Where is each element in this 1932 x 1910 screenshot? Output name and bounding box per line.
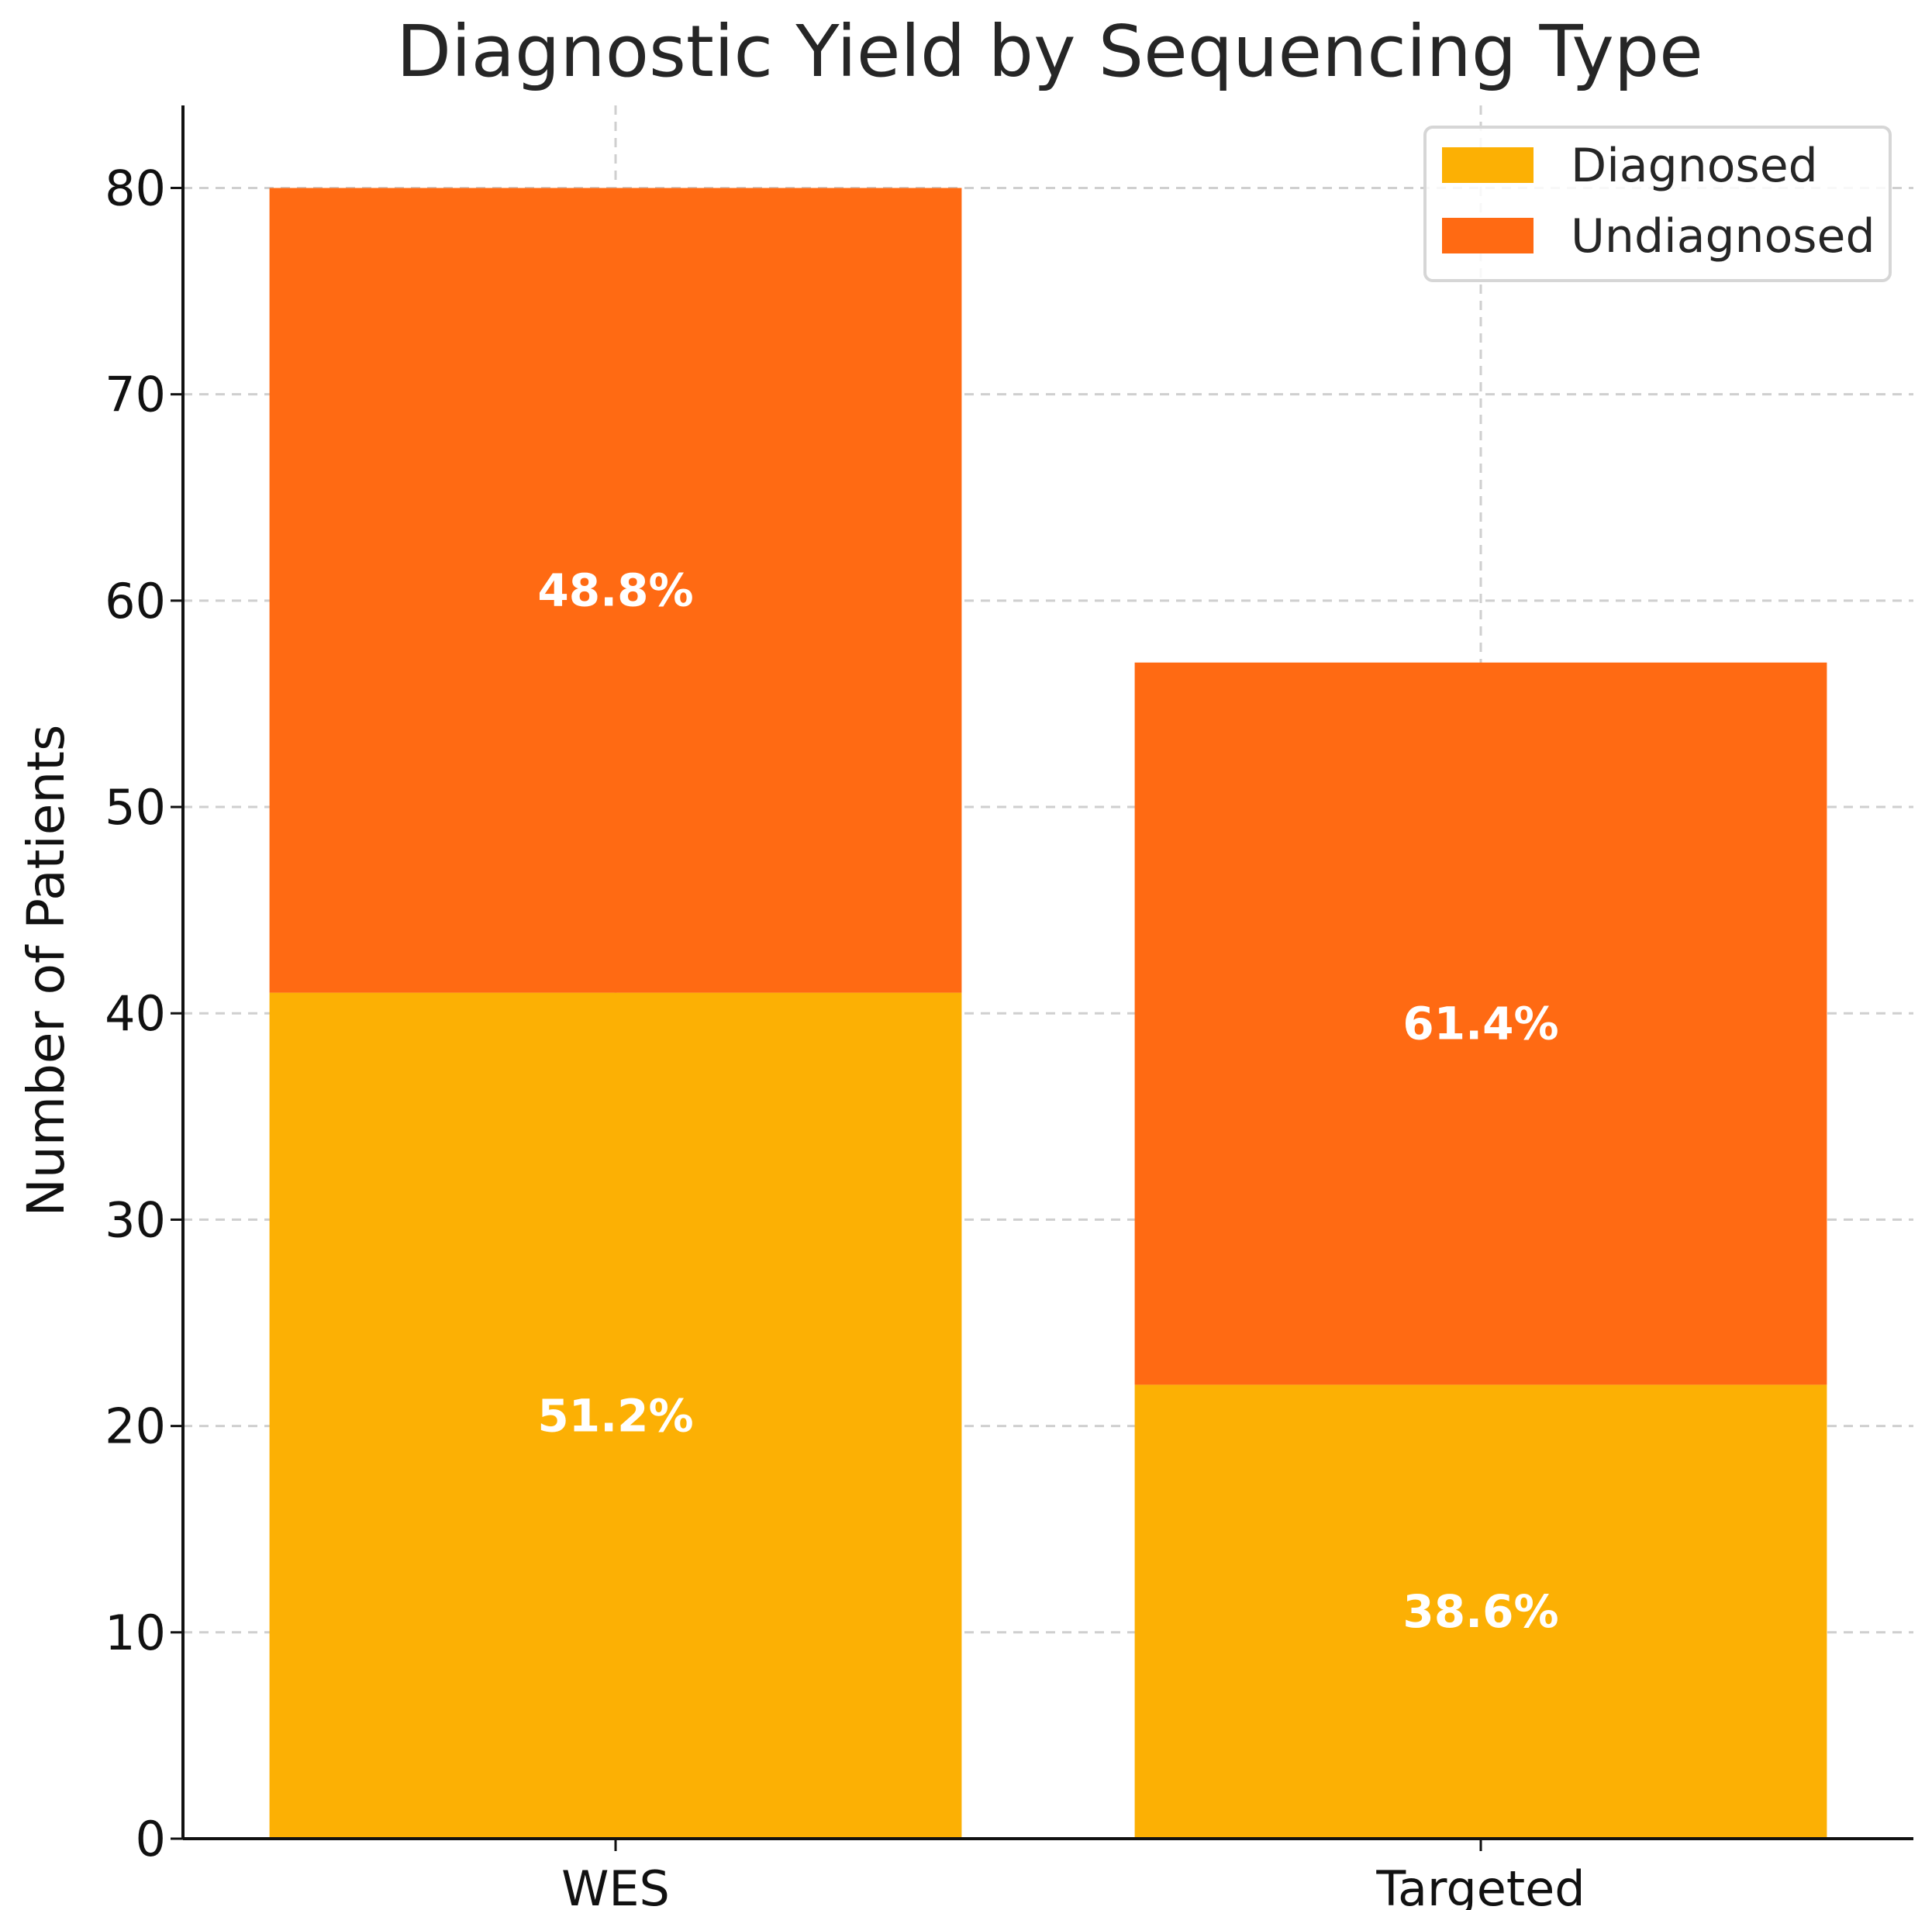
legend: Diagnosed Undiagnosed: [1423, 126, 1892, 282]
bar-undiagnosed-wes: [269, 188, 962, 993]
x-tick-label: Targeted: [1375, 1860, 1585, 1910]
data-labels: 51.2% 48.8% 38.6% 61.4%: [537, 564, 1558, 1639]
legend-swatch: [1442, 147, 1534, 183]
y-tick-label: 10: [105, 1605, 166, 1661]
bar-diagnosed-targeted: [1134, 1384, 1827, 1839]
axes: 0 10 20 30 40 50 60 70 80 WES Targeted: [105, 105, 1913, 1910]
bars: [269, 188, 1827, 1839]
bar-diagnosed-wes: [269, 992, 962, 1839]
data-label: 48.8%: [537, 564, 693, 617]
y-tick-label: 20: [105, 1398, 166, 1455]
legend-label: Diagnosed: [1571, 139, 1818, 193]
legend-label: Undiagnosed: [1571, 209, 1875, 264]
bar-undiagnosed-targeted: [1134, 662, 1827, 1385]
y-tick-label: 60: [105, 573, 166, 629]
data-label: 51.2%: [537, 1389, 693, 1442]
x-tick-label: WES: [561, 1860, 670, 1910]
data-label: 61.4%: [1402, 998, 1558, 1050]
y-tick-label: 70: [105, 367, 166, 423]
data-label: 38.6%: [1402, 1585, 1558, 1638]
chart-title: Diagnostic Yield by Sequencing Type: [396, 10, 1703, 93]
y-tick-label: 80: [105, 160, 166, 216]
y-tick-label: 30: [105, 1191, 166, 1248]
y-tick-label: 40: [105, 985, 166, 1042]
legend-box: [1423, 126, 1892, 282]
y-tick-label: 0: [136, 1811, 166, 1867]
y-tick-label: 50: [105, 779, 166, 836]
legend-swatch: [1442, 218, 1534, 253]
y-axis-label: Number of Patients: [16, 725, 76, 1217]
